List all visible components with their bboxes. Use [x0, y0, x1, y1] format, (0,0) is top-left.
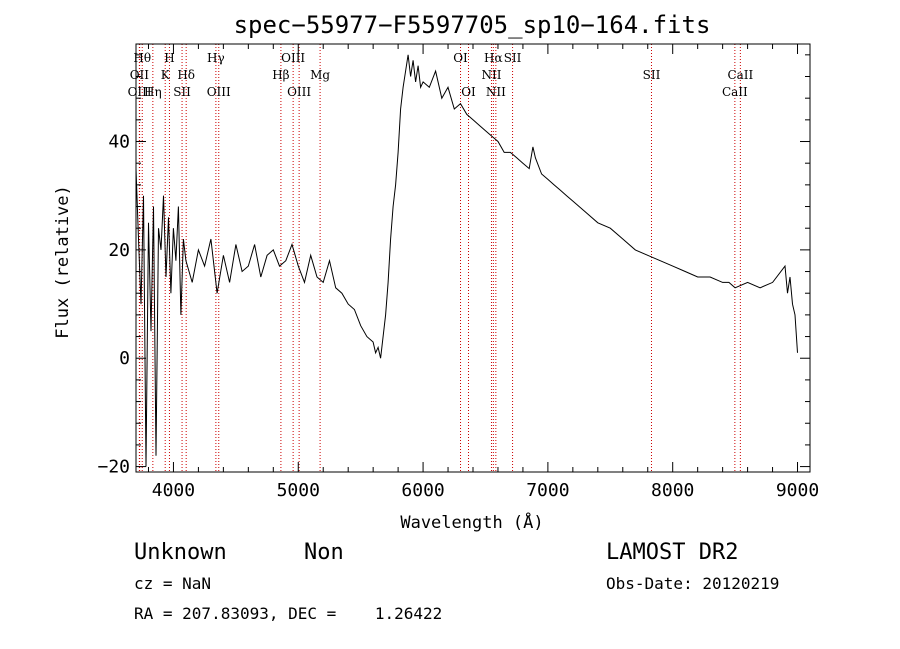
subclass-text: Non [304, 540, 344, 565]
x-axis-label: Wavelength (Å) [400, 511, 543, 533]
line-label: SII [173, 85, 191, 99]
line-label: H [164, 51, 174, 65]
line-markers [138, 44, 741, 472]
line-label: CaII [722, 85, 748, 99]
x-tick-label: 7000 [526, 480, 569, 501]
x-tick-label: 9000 [776, 480, 819, 501]
y-tick-label: −20 [97, 457, 130, 478]
y-tick-label: 40 [108, 132, 130, 153]
line-label: OIII [287, 85, 311, 99]
line-label: OIII [207, 85, 231, 99]
line-label: OII [130, 68, 150, 82]
x-tick-label: 6000 [401, 480, 444, 501]
line-label: Mg [310, 68, 330, 82]
cz-text: cz = NaN [134, 574, 211, 593]
line-label: Hβ [272, 68, 289, 82]
survey-text: LAMOST DR2 [606, 540, 738, 565]
chart-title: spec−55977−F5597705_sp10−164.fits [234, 11, 711, 39]
x-axis: 4000 5000 6000 7000 8000 9000 [147, 44, 819, 501]
line-label: Hη [144, 85, 162, 99]
line-label: Hγ [207, 51, 225, 65]
y-axis: −20 0 20 40 [97, 54, 810, 478]
line-label: Hδ [177, 68, 195, 82]
x-tick-label: 8000 [651, 480, 694, 501]
class-text: Unknown [134, 540, 227, 565]
line-label: CaII [727, 68, 753, 82]
x-tick-label: 5000 [277, 480, 320, 501]
y-tick-label: 20 [108, 240, 130, 261]
y-axis-label: Flux (relative) [53, 185, 73, 339]
line-label: OI [453, 51, 468, 65]
line-label: SII [643, 68, 661, 82]
obs-date-text: Obs-Date: 20120219 [606, 574, 779, 593]
line-label: OIII [128, 85, 152, 99]
coords-text: RA = 207.83093, DEC = 1.26422 [134, 604, 442, 623]
y-tick-label: 0 [119, 348, 130, 369]
line-label: Hα [484, 51, 503, 65]
line-labels: OIIOIIIHθHηKHSIIHδHγOIIIHβOIIIOIIIMgOIOI… [128, 51, 754, 99]
plot-frame [135, 43, 811, 473]
line-label: OIII [281, 51, 305, 65]
line-label: NII [486, 85, 506, 99]
line-label: OI [461, 85, 476, 99]
x-tick-label: 4000 [152, 480, 195, 501]
spectrum-line [135, 54, 798, 467]
line-label: SII [504, 51, 522, 65]
line-label: K [161, 68, 171, 82]
line-label: NII [481, 68, 501, 82]
